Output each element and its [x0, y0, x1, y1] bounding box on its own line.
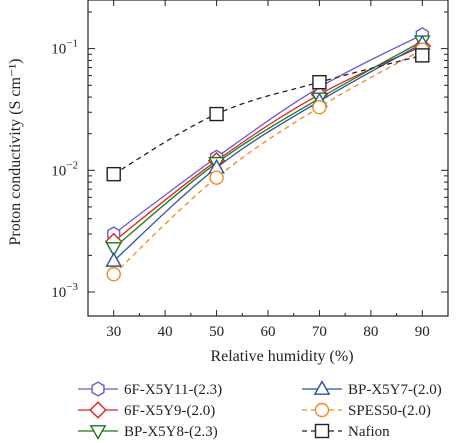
x-tick-label-70: 70: [312, 324, 327, 340]
legend-marker-1: [89, 401, 107, 419]
legend-label-4: SPES50-(2.0): [348, 403, 431, 419]
data-point-5-1: [209, 106, 224, 122]
data-point-5-3: [415, 48, 430, 63]
x-tick-label-80: 80: [363, 324, 378, 340]
data-point-4-2: [312, 100, 327, 115]
data-point-4-0: [106, 267, 121, 282]
legend-label-5: Nafion: [348, 424, 390, 440]
legend-marker-4: [314, 402, 330, 418]
y-tick-label-1: 10−2: [51, 159, 78, 179]
legend-marker-3: [313, 380, 331, 395]
plot-frame: [87, 0, 449, 317]
x-tick-label-30: 30: [106, 324, 121, 340]
legend-label-0: 6F-X5Y11-(2.3): [124, 382, 222, 398]
legend-marker-5: [314, 423, 330, 439]
y-tick-label-0: 10−3: [51, 281, 78, 301]
series-line-3: [113, 43, 423, 262]
data-point-3-0: [105, 252, 123, 267]
data-point-2-0: [105, 242, 123, 257]
legend-label-2: BP-X5Y8-(2.3): [124, 424, 218, 440]
x-axis-label: Relative humidity (%): [210, 348, 353, 365]
x-tick-label-40: 40: [158, 324, 173, 340]
x-tick-label-50: 50: [209, 324, 224, 340]
series-line-5: [113, 54, 423, 175]
legend-label-3: BP-X5Y7-(2.0): [348, 382, 442, 398]
legend: 6F-X5Y11-(2.3) 6F-X5Y9-(2.0) BP-X5Y8-(2.3)…: [78, 380, 442, 440]
data-point-5-2: [312, 74, 327, 90]
data-point-4-1: [209, 170, 224, 185]
legend-marker-0: [91, 381, 105, 397]
y-tick-label-2: 10−1: [51, 38, 78, 58]
legend-label-1: 6F-X5Y9-(2.0): [124, 403, 215, 419]
series-line-0: [113, 34, 423, 235]
y-axis-label: Proton conductivity (S cm⁻¹): [7, 59, 24, 246]
series-line-4: [113, 49, 423, 275]
legend-marker-2: [89, 425, 107, 440]
x-tick-label-90: 90: [415, 324, 430, 340]
series-line-1: [113, 45, 423, 243]
data-point-5-0: [106, 166, 121, 182]
x-tick-label-60: 60: [261, 324, 276, 340]
